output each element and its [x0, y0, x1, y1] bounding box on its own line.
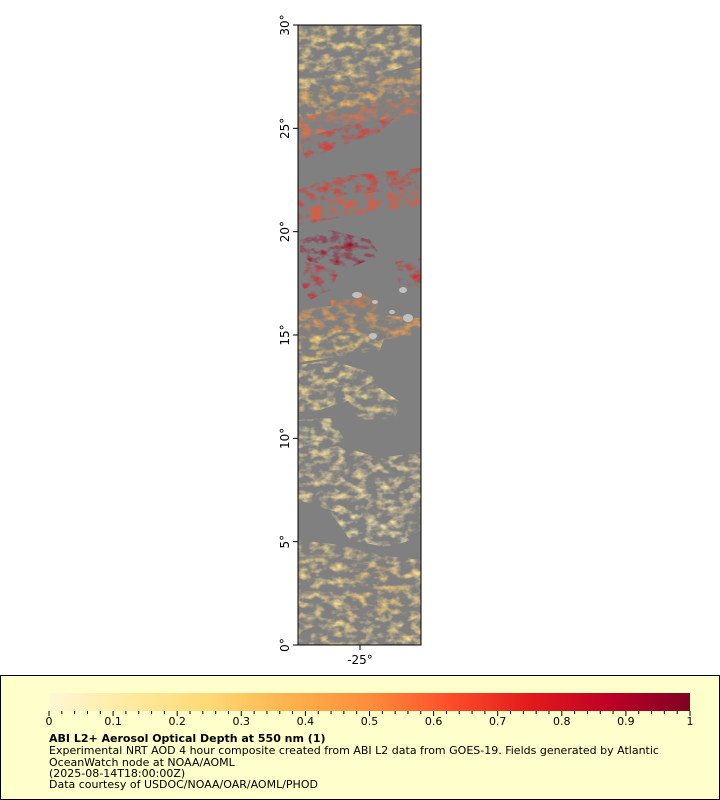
colorbar-tick-label: 0.8	[553, 715, 571, 728]
lat-tick-label: 0°	[278, 638, 292, 652]
lat-tick-label: 25°	[278, 118, 292, 139]
lat-tick-label: 5°	[278, 535, 292, 549]
lat-tick-label: 20°	[278, 221, 292, 242]
aod-field	[298, 25, 421, 645]
colorbar-tick-label: 0.9	[617, 715, 635, 728]
map-plot-area	[298, 25, 421, 645]
legend-description: Experimental NRT AOD 4 hour composite cr…	[49, 744, 659, 769]
colorbar-gradient	[49, 693, 690, 711]
colorbar-tick-label: 0.7	[489, 715, 507, 728]
lat-tick-label: 30°	[278, 14, 292, 35]
longitude-axis: -25°	[347, 645, 373, 667]
lat-tick-label: 15°	[278, 324, 292, 345]
colorbar: 0 0.1 0.2 0.3 0.4 0.5 0.6 0.7 0.8 0.9 1	[46, 693, 694, 728]
cape-verde-islands	[352, 287, 413, 339]
legend-timestamp: (2025-08-14T18:00:00Z)	[49, 767, 186, 780]
legend-credit: Data courtesy of USDOC/NOAA/OAR/AOML/PHO…	[49, 778, 318, 791]
colorbar-tick-label: 0.6	[425, 715, 443, 728]
legend-panel: 0 0.1 0.2 0.3 0.4 0.5 0.6 0.7 0.8 0.9 1 ABI L2+ Ae…	[0, 675, 720, 800]
colorbar-tick-label: 0.3	[233, 715, 251, 728]
colorbar-tick-label: 0.2	[168, 715, 186, 728]
colorbar-tick-label: 0.1	[104, 715, 122, 728]
legend-title: ABI L2+ Aerosol Optical Depth at 550 nm …	[49, 732, 326, 745]
lat-tick-label: 10°	[278, 428, 292, 449]
colorbar-tick-label: 0.5	[361, 715, 379, 728]
colorbar-tick-label: 0	[46, 715, 53, 728]
colorbar-tick-label: 1	[687, 715, 694, 728]
lon-tick-label: -25°	[347, 653, 373, 667]
colorbar-ticks: 0 0.1 0.2 0.3 0.4 0.5 0.6 0.7 0.8 0.9 1	[46, 711, 694, 728]
aod-map: 0° 5° 10° 15° 20° 25° 30° -25°	[278, 14, 422, 667]
latitude-axis: 0° 5° 10° 15° 20° 25° 30°	[278, 14, 298, 652]
colorbar-tick-label: 0.4	[297, 715, 315, 728]
